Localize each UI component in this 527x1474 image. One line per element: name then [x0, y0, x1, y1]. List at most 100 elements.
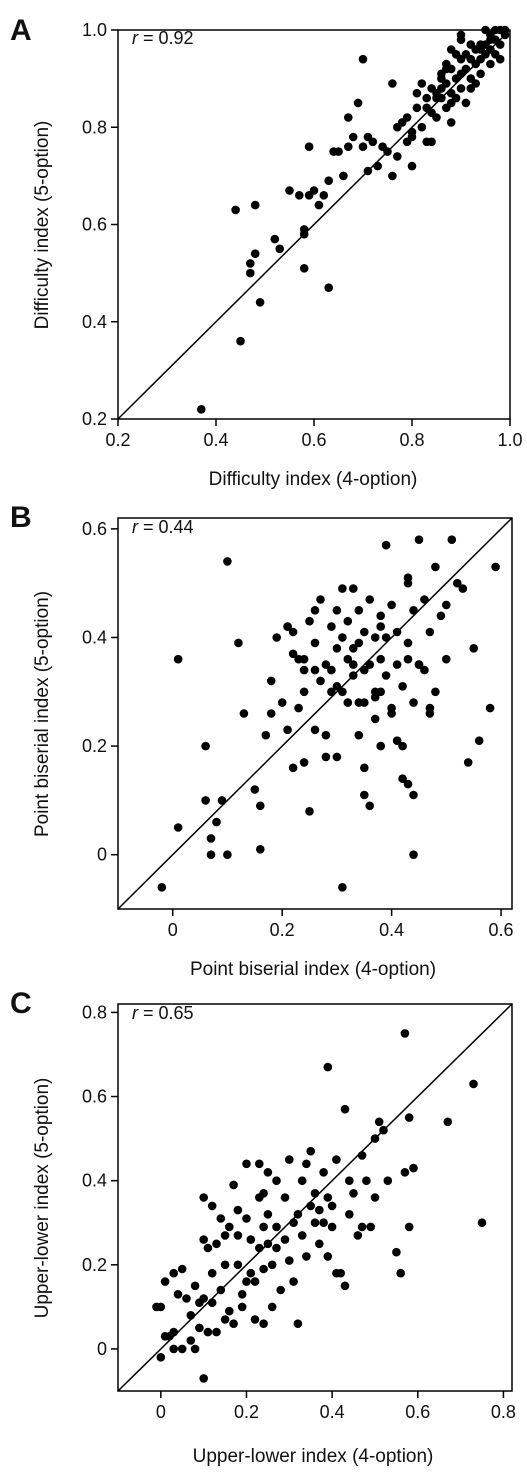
x-tick-label-b: 0	[168, 920, 178, 940]
data-point-b	[261, 730, 271, 740]
y-tick-label-c: 0.6	[82, 1087, 107, 1107]
data-point-b	[332, 752, 342, 762]
data-point-b	[299, 654, 309, 664]
data-point-b	[381, 540, 391, 550]
data-point-a	[334, 147, 343, 156]
data-point-a	[461, 64, 471, 74]
data-point-a	[407, 161, 417, 171]
y-axis-title-b: Point biserial index (5-option)	[32, 591, 53, 837]
data-point-b	[316, 595, 325, 604]
data-point-c	[392, 1247, 401, 1257]
data-point-b	[332, 682, 342, 691]
r-symbol-c: r	[132, 1003, 139, 1023]
data-point-b	[272, 633, 282, 642]
data-point-b	[403, 654, 413, 664]
x-axis-title-b: Point biserial index (4-option)	[190, 959, 436, 980]
data-point-b	[447, 535, 457, 544]
data-point-b	[387, 600, 396, 610]
data-point-b	[338, 584, 347, 593]
data-point-c	[169, 1327, 178, 1337]
data-point-b	[343, 616, 353, 626]
data-point-c	[280, 1235, 290, 1244]
y-tick-label-c: 0	[97, 1339, 107, 1359]
data-point-b	[310, 665, 320, 675]
data-point-a	[299, 229, 309, 239]
data-point-c	[259, 1264, 268, 1274]
data-point-b	[299, 758, 309, 767]
data-point-b	[360, 627, 369, 637]
data-point-a	[456, 84, 466, 93]
data-point-c	[315, 1205, 324, 1215]
data-point-b	[305, 616, 314, 626]
plot-area-b	[117, 517, 513, 910]
data-point-c	[207, 1268, 217, 1278]
data-point-b	[403, 779, 413, 789]
data-point-c	[229, 1180, 238, 1190]
panel-c: C 0 0.2 0.4 0.6 0.8 0 0.2 0.4 0.6 0.8 r = 0.65 Up…	[10, 987, 516, 1467]
x-tick-label-c: 0.8	[491, 1402, 516, 1422]
x-axis-ticks-a: 0.2 0.4 0.6 0.8 1.0	[105, 419, 523, 450]
data-point-c	[250, 1277, 260, 1286]
data-point-c	[469, 1079, 478, 1089]
x-tick-label-a: 1.0	[497, 430, 522, 450]
data-point-b	[338, 633, 347, 642]
data-point-c	[323, 1252, 333, 1261]
data-point-c	[182, 1294, 191, 1303]
y-axis-ticks-b: 0 0.2 0.4 0.6	[82, 519, 118, 865]
data-point-b	[392, 627, 402, 637]
data-point-b	[316, 676, 325, 686]
data-point-c	[156, 1302, 166, 1312]
panel-b: B 0 0.2 0.4 0.6 0 0.2 0.4 0.6 r = 0.44 Point bi…	[10, 501, 514, 980]
data-point-a	[368, 137, 378, 147]
data-point-a	[314, 200, 324, 210]
data-point-b	[436, 611, 446, 621]
correlation-label-c: r = 0.65	[132, 1003, 194, 1023]
data-point-b	[425, 703, 435, 713]
data-point-c	[302, 1159, 311, 1169]
data-point-b	[266, 676, 276, 686]
data-point-b	[491, 562, 500, 572]
data-point-c	[195, 1323, 204, 1333]
x-tick-label-c: 0.6	[405, 1402, 430, 1422]
data-point-c	[285, 1256, 294, 1265]
data-point-c	[190, 1281, 200, 1291]
data-point-a	[231, 205, 240, 215]
data-point-b	[201, 741, 210, 751]
data-point-c	[225, 1222, 234, 1232]
x-tick-label-a: 0.4	[203, 430, 228, 450]
data-point-b	[442, 600, 451, 610]
data-point-b	[327, 665, 336, 675]
data-point-c	[177, 1264, 187, 1274]
identity-line-a	[117, 29, 511, 420]
data-point-c	[349, 1189, 358, 1198]
data-point-b	[365, 595, 375, 604]
data-point-b	[376, 741, 386, 751]
data-point-c	[267, 1260, 277, 1270]
scatter-points-c	[152, 1029, 487, 1383]
x-tick-label-a: 0.8	[399, 430, 424, 450]
data-point-a	[358, 54, 368, 64]
data-point-b	[321, 752, 331, 762]
data-point-c	[323, 1193, 333, 1202]
data-point-b	[463, 758, 473, 767]
data-point-b	[403, 638, 413, 648]
data-point-a	[417, 122, 427, 132]
data-point-b	[217, 796, 227, 805]
data-point-c	[302, 1252, 311, 1261]
data-point-a	[358, 142, 368, 151]
data-point-b	[469, 644, 479, 653]
data-point-c	[233, 1231, 243, 1240]
data-point-b	[458, 584, 468, 593]
data-point-b	[387, 709, 396, 718]
data-point-c	[477, 1218, 487, 1227]
data-point-a	[250, 249, 260, 258]
data-point-c	[220, 1260, 230, 1270]
data-point-a	[486, 59, 495, 69]
correlation-label-b: r = 0.44	[132, 517, 194, 537]
x-tick-label-a: 0.2	[105, 430, 130, 450]
data-point-c	[242, 1277, 251, 1286]
data-point-c	[199, 1193, 208, 1202]
data-point-b	[370, 633, 380, 642]
data-point-c	[242, 1214, 251, 1223]
data-point-a	[388, 171, 397, 181]
